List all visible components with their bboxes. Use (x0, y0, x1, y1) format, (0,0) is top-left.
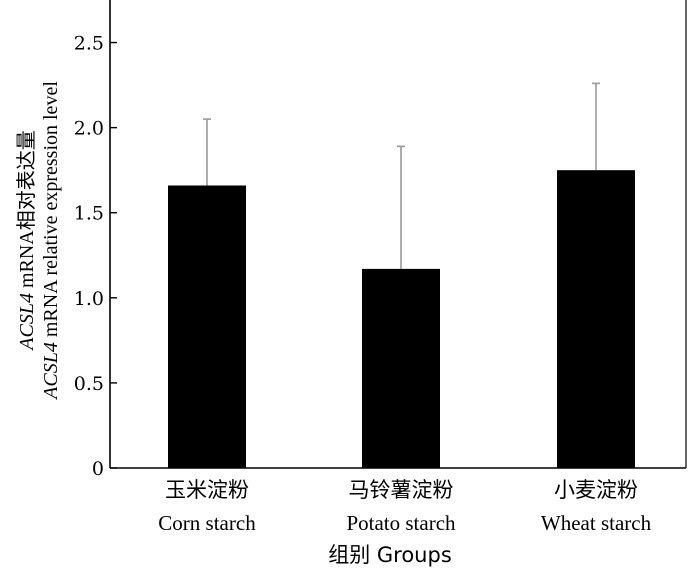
y-tick-label: 1.0 (74, 288, 104, 310)
bar (168, 185, 246, 469)
x-tick-labels: 玉米淀粉 Corn starch 马铃薯淀粉 Potato starch 小麦淀粉 Whe… (158, 478, 651, 535)
x-tick-label-en: Wheat starch (541, 511, 652, 535)
y-axis-title-line2: ACSL4 mRNA relative expression level (40, 81, 62, 401)
y-title2-rest: mRNA relative expression level (40, 81, 62, 342)
y-title1-gene: ACSL4 (16, 293, 38, 352)
y-axis-title-line1: ACSL4 mRNA相对表达量 (15, 130, 38, 351)
x-tick-label-en: Potato starch (346, 511, 456, 535)
bar (362, 268, 440, 468)
bar (557, 170, 635, 468)
bars (168, 170, 635, 469)
y-title2-gene: ACSL4 (40, 342, 62, 401)
y-ticks: 0 0.5 1.0 1.5 2.0 2.5 (74, 33, 117, 480)
axes (109, 0, 687, 469)
y-tick-label: 2.0 (74, 118, 104, 140)
y-tick-label: 0.5 (74, 373, 104, 395)
y-axis-title: ACSL4 mRNA相对表达量 ACSL4 mRNA relative expr… (15, 81, 62, 401)
x-tick-label-zh: 小麦淀粉 (554, 478, 638, 502)
error-bars (203, 82, 600, 269)
x-tick-label-en: Corn starch (158, 511, 256, 535)
y-tick-label: 0 (92, 458, 104, 480)
y-tick-label: 2.5 (74, 33, 104, 55)
x-axis-title: 组别 Groups (328, 543, 452, 567)
x-tick-label-zh: 马铃薯淀粉 (349, 478, 454, 502)
y-tick-label: 1.5 (74, 203, 104, 225)
y-title1-rest: mRNA相对表达量 (15, 130, 38, 293)
x-tick-label-zh: 玉米淀粉 (165, 478, 249, 502)
